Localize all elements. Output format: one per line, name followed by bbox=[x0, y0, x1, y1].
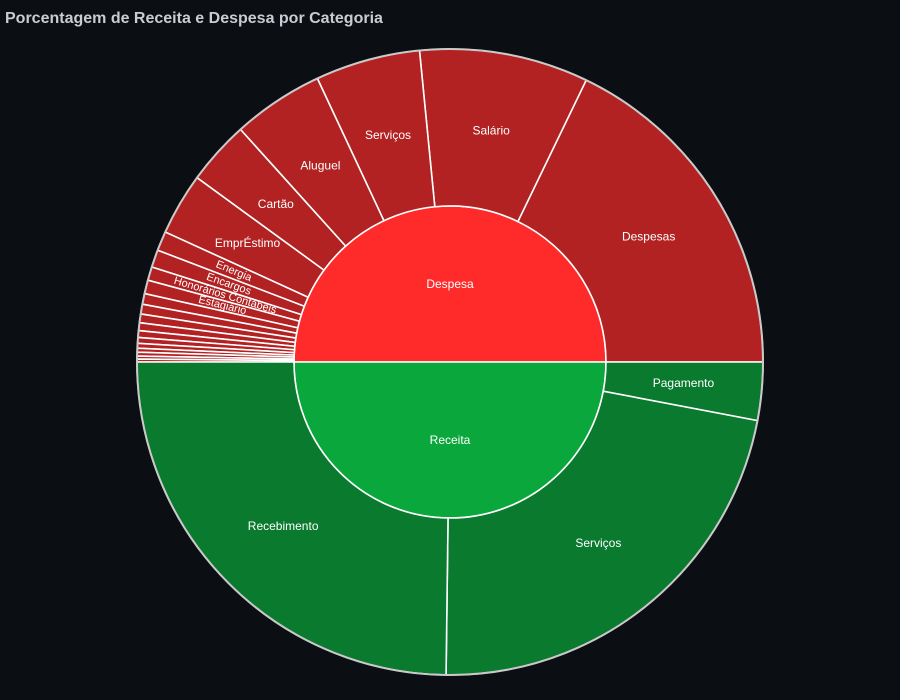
sunburst-outer-rim bbox=[136, 48, 764, 676]
segment-label-receita-recebimento: Recebimento bbox=[248, 519, 319, 533]
chart-title: Porcentagem de Receita e Despesa por Cat… bbox=[5, 10, 383, 27]
segment-label-despesa-emprestimo: EmprÉstimo bbox=[215, 235, 281, 250]
segment-label-despesa-aluguel: Aluguel bbox=[300, 159, 340, 173]
segment-label-despesa: Despesa bbox=[426, 277, 474, 291]
segment-label-despesa-salario: Salário bbox=[472, 123, 510, 137]
segment-label-despesa-servicos: Serviços bbox=[365, 128, 411, 142]
segment-label-receita: Receita bbox=[430, 433, 471, 447]
segment-label-receita-pagamento: Pagamento bbox=[653, 376, 715, 390]
segment-label-despesa-cartao: Cartão bbox=[258, 197, 294, 211]
segment-label-despesa-despesas: Despesas bbox=[622, 230, 675, 244]
segment-label-receita-servicos: Serviços bbox=[575, 536, 621, 550]
